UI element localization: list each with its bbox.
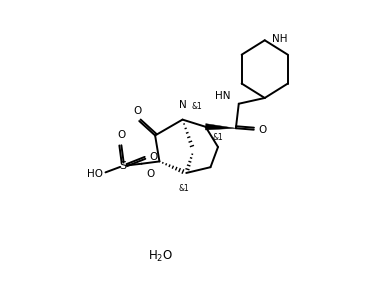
Text: &1: &1 [192,102,203,111]
Text: NH: NH [272,34,287,44]
Text: O: O [150,152,158,162]
Text: O: O [258,125,266,135]
Text: O: O [134,106,142,116]
Text: &1: &1 [213,133,224,142]
Text: O: O [146,169,154,179]
Text: &1: &1 [179,184,189,193]
Text: N: N [179,100,187,110]
Polygon shape [205,124,236,130]
Text: O: O [117,130,126,140]
Text: S: S [119,161,126,171]
Text: HN: HN [215,91,230,101]
Text: H$_2$O: H$_2$O [148,249,174,264]
Text: HO: HO [87,169,102,179]
